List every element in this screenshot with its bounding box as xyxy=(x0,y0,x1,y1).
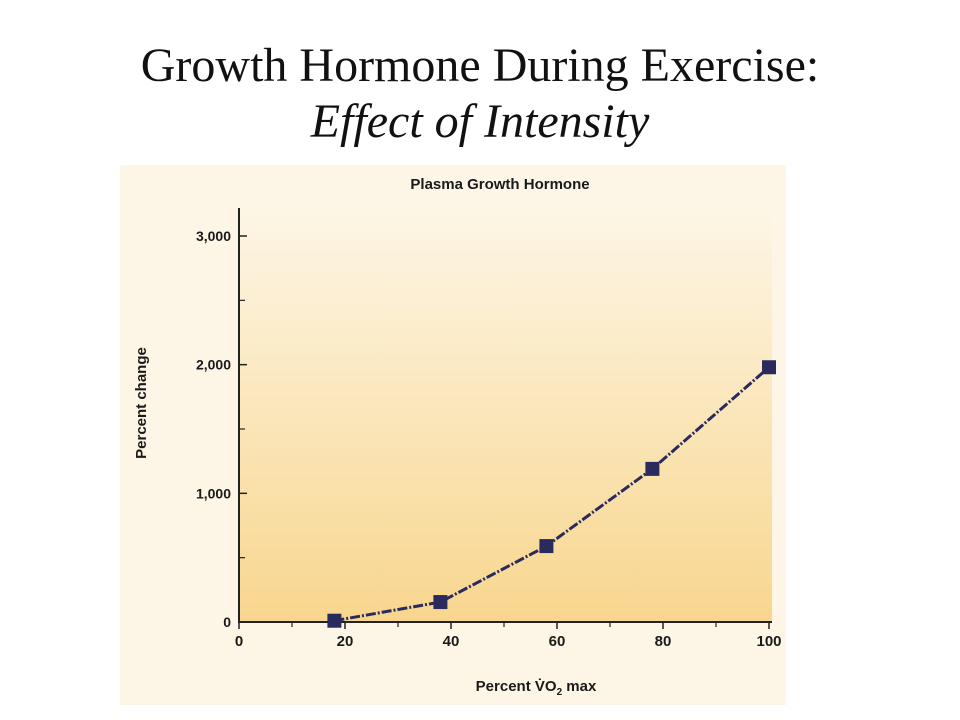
data-point-marker xyxy=(645,461,660,476)
data-point-marker xyxy=(327,613,342,628)
x-tick-label: 0 xyxy=(235,633,243,650)
y-tick-label: 0 xyxy=(223,614,231,630)
x-axis-label-var: V̇O xyxy=(535,678,557,695)
plot-area-background xyxy=(238,208,772,621)
y-tick-label: 1,000 xyxy=(196,485,231,501)
x-axis-label-prefix: Percent xyxy=(476,678,535,695)
x-axis-label-suffix: max xyxy=(562,678,597,695)
slide-subtitle: Effect of Intensity xyxy=(310,95,650,148)
data-point-marker xyxy=(433,595,448,610)
y-tick-label: 3,000 xyxy=(196,228,231,244)
x-tick-label: 60 xyxy=(549,633,566,650)
data-point-marker xyxy=(762,360,776,375)
slide-title: Growth Hormone During Exercise: Effect o… xyxy=(0,38,960,150)
growth-hormone-chart: Plasma Growth Hormone Percent change Per… xyxy=(133,176,782,698)
y-axis-label: Percent change xyxy=(133,347,150,459)
slide-title-line1: Growth Hormone During Exercise: xyxy=(140,39,820,92)
y-tick-label: 2,000 xyxy=(196,357,231,373)
x-tick-label: 20 xyxy=(337,633,354,650)
chart-panel: Plasma Growth Hormone Percent change Per… xyxy=(120,165,786,705)
x-tick-label: 80 xyxy=(655,633,672,650)
data-point-marker xyxy=(539,539,554,554)
x-axis-label: Percent V̇O2 max xyxy=(476,678,597,698)
x-tick-label: 40 xyxy=(443,633,460,650)
chart-title: Plasma Growth Hormone xyxy=(410,176,589,193)
x-tick-label: 100 xyxy=(756,633,781,650)
x-axis-label-sub: 2 xyxy=(557,687,563,698)
